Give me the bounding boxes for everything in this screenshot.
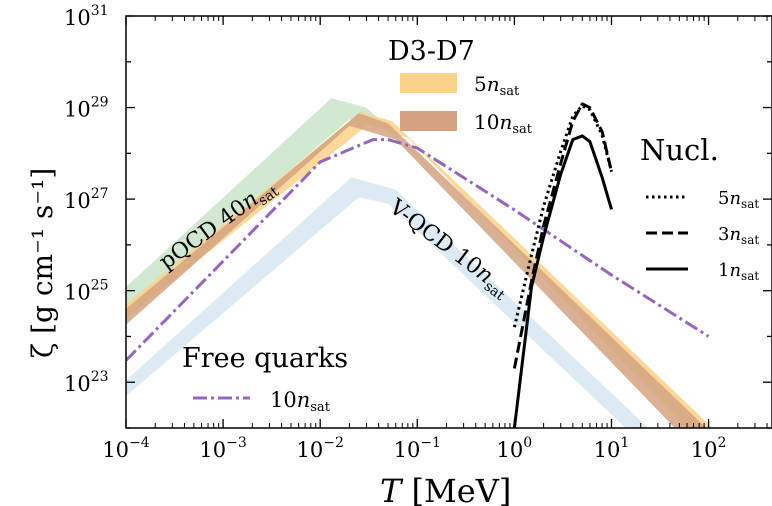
legend-d3d7-title: D3-D7 [388,36,475,67]
x-tick-label: 102 [691,435,727,462]
x-tick-label: 10−2 [297,435,344,462]
legend-nucl: Nucl. 5nsat 3nsat 1nsat [640,133,759,283]
legend-swatch-5nsat [400,73,457,93]
ticks-layer [125,15,772,429]
band-v-qcd-10nsat [126,177,649,428]
legend-d3d7-label-5nsat: 5nsat [474,72,520,99]
y-tick-label: 1027 [64,186,109,213]
y-axis-label: ζ [g cm⁻¹ s⁻¹] [26,168,59,358]
series-free-quarks-10nsat [126,138,710,362]
legend-nucl-label-3nsat: 3nsat [718,224,759,247]
bands-layer [126,98,713,428]
series-nucl-1nsat [512,134,613,428]
x-tick-label: 10−4 [102,435,149,462]
y-tick-label: 1023 [64,369,109,396]
x-axis-label: T [MeV] [380,472,511,506]
legend-nucl-label-1nsat: 1nsat [718,260,759,283]
x-tick-labels: 10−4 10−3 10−2 10−1 100 101 102 [102,435,726,462]
x-tick-label: 10−1 [394,435,441,462]
x-tick-label: 101 [594,435,630,462]
x-tick-label: 10−3 [199,435,246,462]
vqcd-annotation: V-QCD 10nsat [382,194,515,304]
y-tick-labels: 1023 1025 1027 1029 1031 [64,3,109,396]
legend-free-quarks: Free quarks 10nsat [182,343,348,415]
y-tick-label: 1029 [64,95,109,122]
legend-free-title: Free quarks [182,343,348,374]
band-d3-d7-10nsat [126,113,707,428]
y-tick-label: 1031 [64,3,109,30]
legend-free-label-10nsat: 10nsat [270,388,331,415]
plot-frame [125,15,772,429]
legend-nucl-label-5nsat: 5nsat [718,188,759,211]
series-nucl-5nsat [512,104,613,328]
y-tick-label: 1025 [64,278,109,305]
legend-d3d7-label-10nsat: 10nsat [474,110,533,137]
legend-d3d7: D3-D7 5nsat 10nsat [388,36,533,137]
legend-nucl-title: Nucl. [640,133,719,167]
x-tick-label: 100 [497,435,533,462]
legend-swatch-10nsat [400,111,457,131]
band-pqcd-40nsat [126,98,709,428]
series-layer [126,102,710,428]
